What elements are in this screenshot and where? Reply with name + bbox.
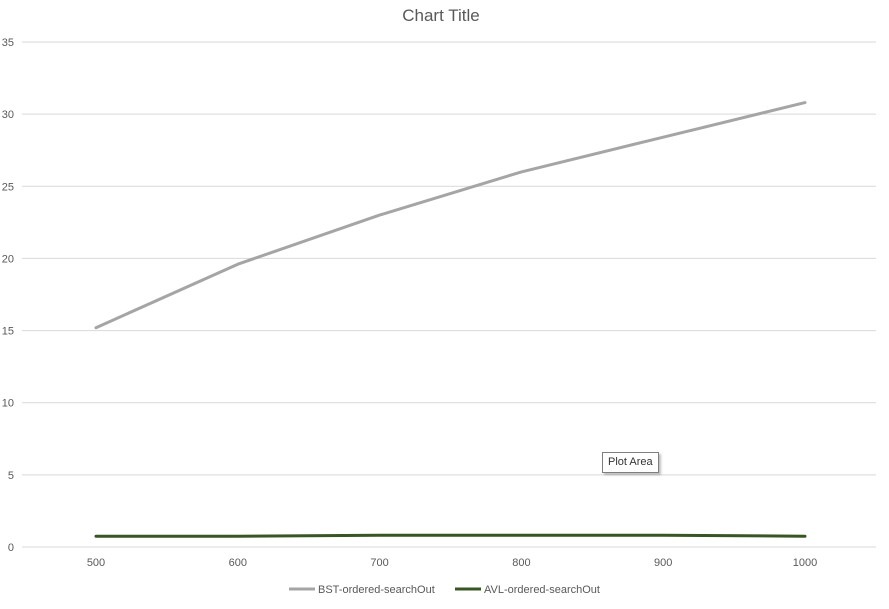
series-line-2 [94, 533, 807, 538]
axes: 0 5 10 15 20 25 30 35 500 600 700 800 900 1000 [2, 37, 876, 569]
x-tick-label: 800 [512, 557, 530, 569]
y-tick-label: 25 [2, 181, 14, 193]
x-tick-label: 1000 [793, 557, 817, 569]
y-tick-label: 20 [2, 253, 14, 265]
y-tick-label: 30 [2, 109, 14, 121]
legend: BST-ordered-searchOut AVL-ordered-searchO… [289, 584, 600, 596]
legend-item: AVL-ordered-searchOut [455, 584, 600, 596]
y-tick-label: 0 [8, 542, 14, 554]
chart-title: Chart Title [402, 6, 479, 25]
x-tick-label: 700 [370, 557, 388, 569]
legend-label: AVL-ordered-searchOut [484, 584, 600, 596]
y-tick-label: 10 [2, 398, 14, 410]
plot-area-tooltip: Plot Area [602, 452, 659, 473]
gridlines [22, 41, 876, 476]
legend-label: BST-ordered-searchOut [318, 584, 435, 596]
x-tick-label: 900 [654, 557, 672, 569]
y-tick-label: 5 [8, 470, 14, 482]
y-tick-label: 35 [2, 37, 14, 49]
series-line-1 [94, 101, 807, 330]
series-lines [94, 101, 807, 538]
x-tick-label: 600 [229, 557, 247, 569]
x-tick-label: 500 [87, 557, 105, 569]
y-tick-label: 15 [2, 326, 14, 338]
legend-item: BST-ordered-searchOut [289, 584, 435, 596]
